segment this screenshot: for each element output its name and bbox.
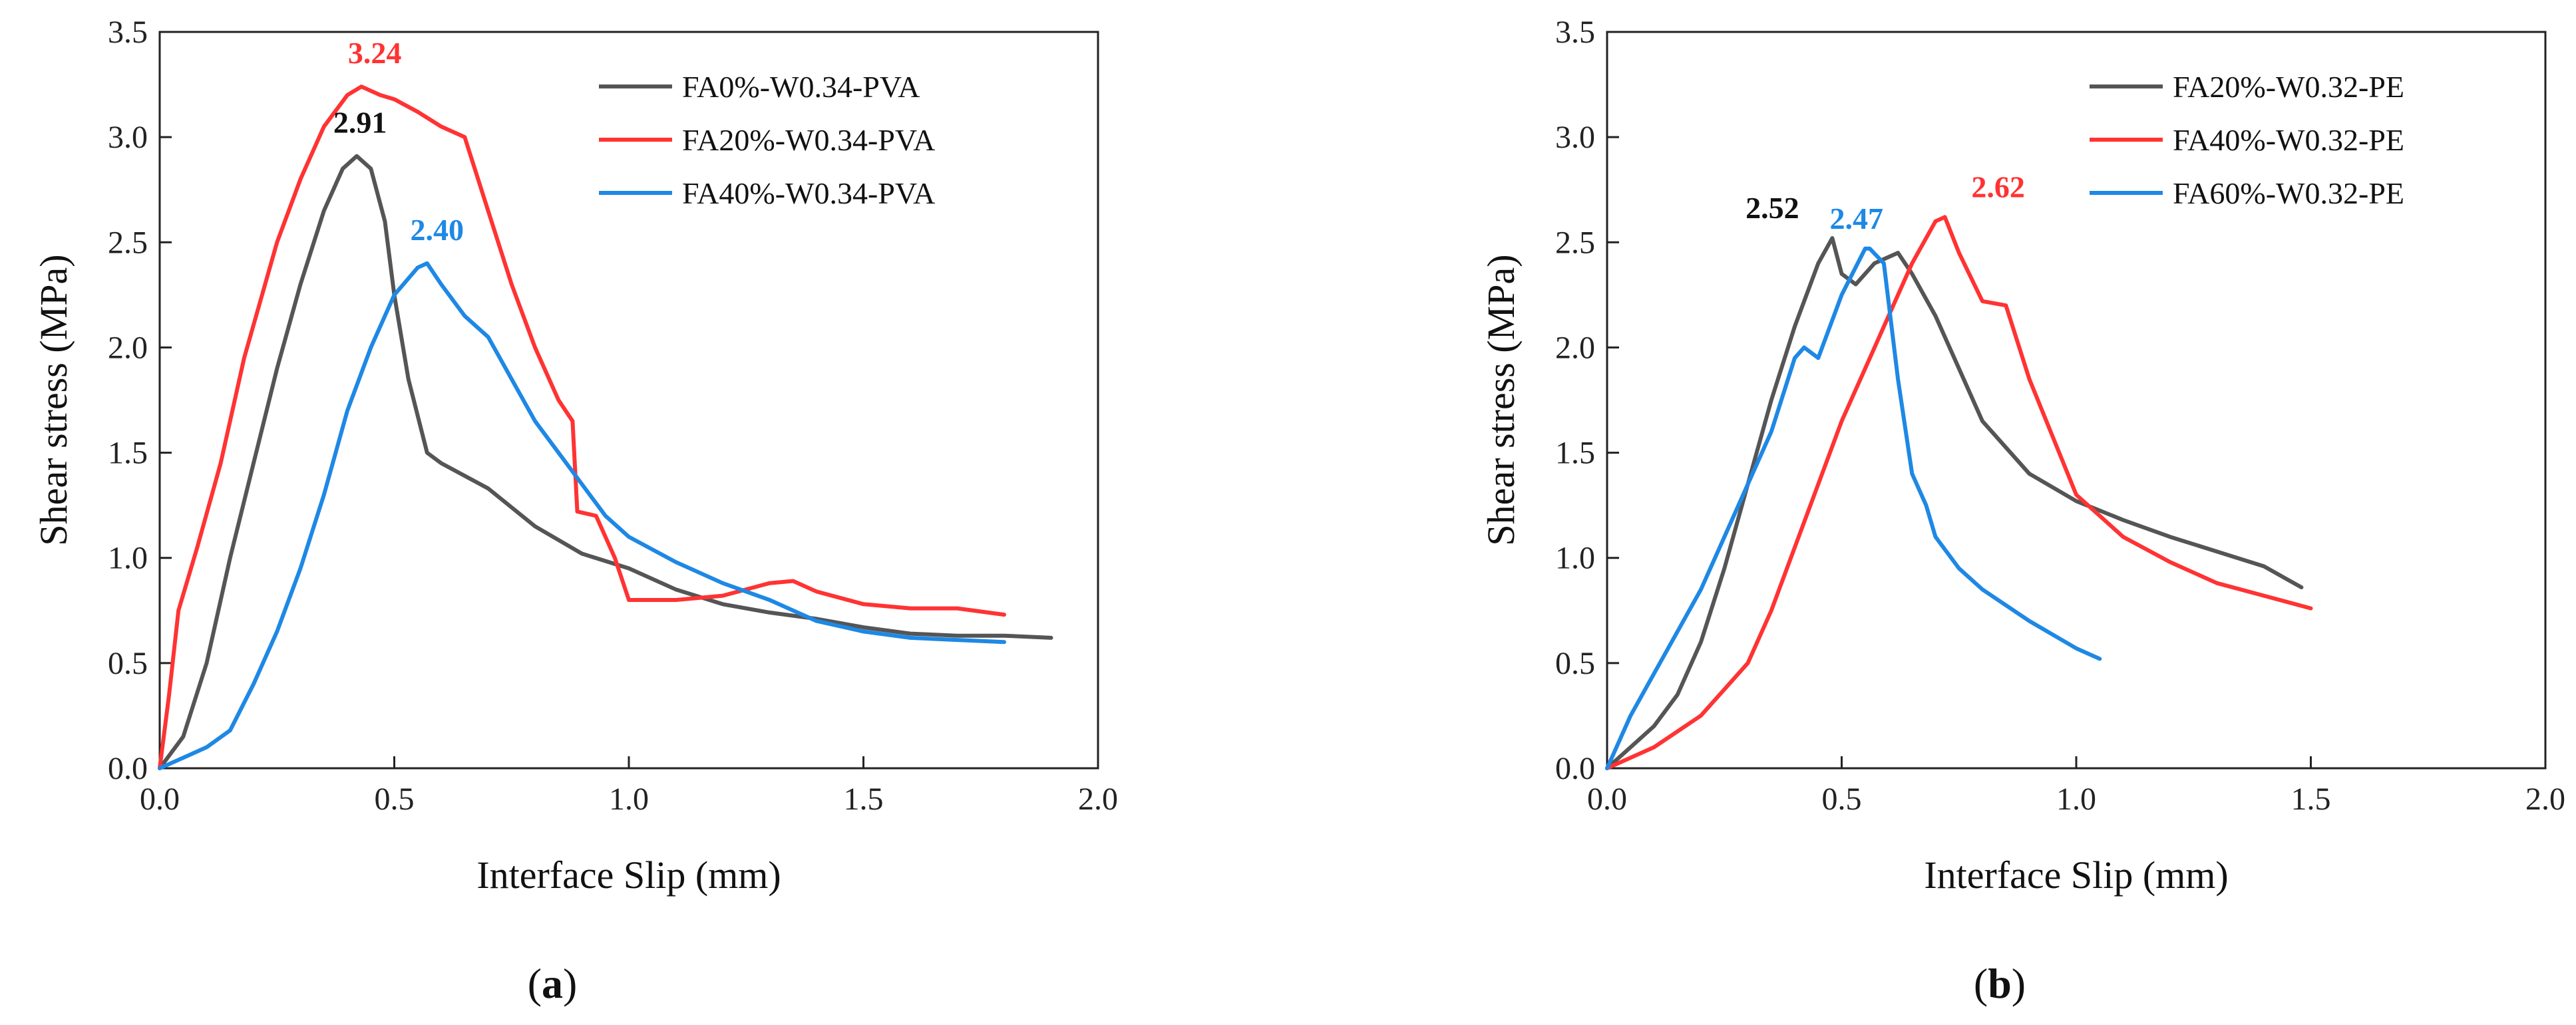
y-axis-title: Shear stress (MPa) xyxy=(32,254,75,545)
y-tick-label: 3.0 xyxy=(1555,120,1595,155)
x-tick-label: 1.0 xyxy=(609,782,649,817)
peak-label: 2.40 xyxy=(411,213,464,247)
x-tick-label: 2.0 xyxy=(2525,782,2565,817)
x-tick-label: 1.5 xyxy=(844,782,884,817)
y-tick-label: 3.5 xyxy=(108,15,148,50)
y-tick-label: 3.5 xyxy=(1555,15,1595,50)
y-tick-label: 0.5 xyxy=(1555,646,1595,681)
legend-label: FA0%-W0.34-PVA xyxy=(682,70,920,104)
peak-label: 2.62 xyxy=(1971,170,2025,204)
y-tick-label: 2.5 xyxy=(108,225,148,260)
x-tick-label: 2.0 xyxy=(1078,782,1118,817)
y-tick-label: 1.5 xyxy=(108,436,148,471)
chart-panel-a: 0.0 0.5 1.0 1.5 2.0 0.0 0.5 1.0 1.5 2.0 2.5 3.0 3.5 I… xyxy=(32,15,1118,1007)
plot-frame xyxy=(158,31,1099,770)
series-line-FA60%-W0.32-PE xyxy=(1605,246,2102,770)
peak-label: 2.91 xyxy=(333,106,387,140)
panel-letter: a xyxy=(542,960,563,1007)
y-tick-label: 0.0 xyxy=(1555,751,1595,786)
peak-label: 3.24 xyxy=(348,36,402,70)
y-tick-label: 0.5 xyxy=(108,646,148,681)
legend-label: FA40%-W0.32-PE xyxy=(2173,123,2404,157)
y-tick-label: 2.5 xyxy=(1555,225,1595,260)
legend-label: FA40%-W0.34-PVA xyxy=(682,176,935,210)
series-line-FA20%-W0.32-PE xyxy=(1605,236,2304,770)
x-tick-label: 0.5 xyxy=(375,782,415,817)
y-tick-label: 2.0 xyxy=(1555,330,1595,365)
x-tick-label: 0.5 xyxy=(1822,782,1862,817)
x-tick-label: 0.0 xyxy=(1587,782,1627,817)
peak-label: 2.52 xyxy=(1746,191,1799,225)
y-tick-label: 1.0 xyxy=(108,541,148,576)
series-line-FA0%-W0.34-PVA xyxy=(158,154,1053,770)
panel-label: (a) xyxy=(528,960,578,1007)
panel-letter: b xyxy=(1988,960,2012,1007)
series-line-FA40%-W0.32-PE xyxy=(1605,215,2313,770)
x-tick-label: 1.0 xyxy=(2056,782,2096,817)
plot-frame xyxy=(1606,31,2547,770)
x-tick-label: 0.0 xyxy=(140,782,180,817)
x-axis-title: Interface Slip (mm) xyxy=(476,853,781,897)
chart-panel-b: 0.0 0.5 1.0 1.5 2.0 0.0 0.5 1.0 1.5 2.0 2.5 3.0 3.5 I… xyxy=(1479,15,2565,1007)
x-tick-label: 1.5 xyxy=(2291,782,2331,817)
series-line-FA20%-W0.34-PVA xyxy=(158,84,1006,770)
series-line-FA40%-W0.34-PVA xyxy=(158,261,1006,770)
legend-label: FA60%-W0.32-PE xyxy=(2173,176,2404,210)
y-axis-title: Shear stress (MPa) xyxy=(1479,254,1523,545)
legend-label: FA20%-W0.34-PVA xyxy=(682,123,935,157)
y-tick-label: 0.0 xyxy=(108,751,148,786)
panel-label: (b) xyxy=(1974,960,2026,1007)
x-axis-title: Interface Slip (mm) xyxy=(1924,853,2228,897)
y-tick-label: 1.5 xyxy=(1555,436,1595,471)
y-tick-label: 1.0 xyxy=(1555,541,1595,576)
legend-label: FA20%-W0.32-PE xyxy=(2173,70,2404,104)
y-tick-label: 3.0 xyxy=(108,120,148,155)
y-tick-label: 2.0 xyxy=(108,330,148,365)
peak-label: 2.47 xyxy=(1830,202,1884,235)
